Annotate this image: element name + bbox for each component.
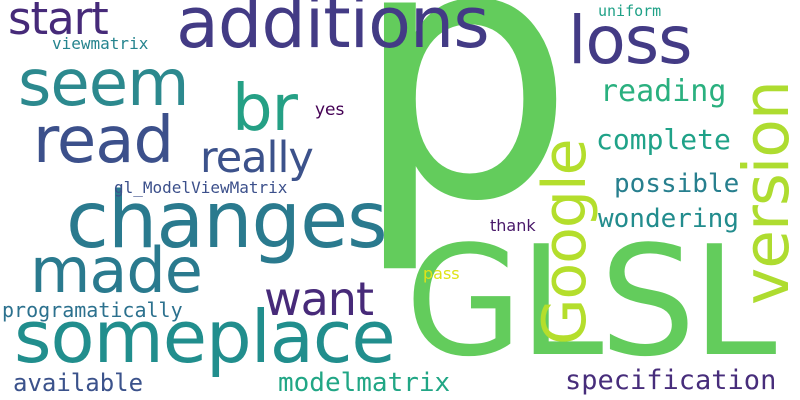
word-br: br	[232, 72, 298, 146]
word-available: available	[13, 369, 144, 397]
word-version: version	[730, 81, 800, 305]
word-p: p	[352, 0, 576, 279]
word-seem: seem	[18, 47, 189, 121]
word-want: want	[264, 272, 374, 326]
word-complete: complete	[596, 123, 731, 156]
word-google: Google	[530, 139, 600, 345]
word-pass: pass	[423, 264, 460, 283]
word-yes: yes	[315, 100, 345, 120]
word-possible: possible	[614, 169, 740, 199]
word-read: read	[33, 104, 174, 178]
word-glsl: GLSL	[405, 213, 777, 390]
word-uniform: uniform	[598, 2, 662, 20]
word-really: really	[200, 133, 314, 183]
word-someplace: someplace	[14, 295, 396, 379]
word-gl-modelviewmatrix: gl_ModelViewMatrix	[114, 178, 288, 197]
word-reading: reading	[600, 74, 727, 109]
word-additions: additions	[176, 0, 490, 64]
word-loss: loss	[568, 2, 692, 79]
word-thank: thank	[490, 216, 536, 235]
word-start: start	[8, 0, 109, 45]
word-made: made	[30, 234, 203, 307]
word-wondering: wondering	[598, 204, 739, 234]
word-specification: specification	[565, 365, 777, 396]
word-modelmatrix: modelmatrix	[278, 368, 451, 398]
word-changes: changes	[66, 176, 388, 266]
word-programatically: programatically	[2, 298, 183, 322]
word-viewmatrix: viewmatrix	[52, 34, 149, 53]
